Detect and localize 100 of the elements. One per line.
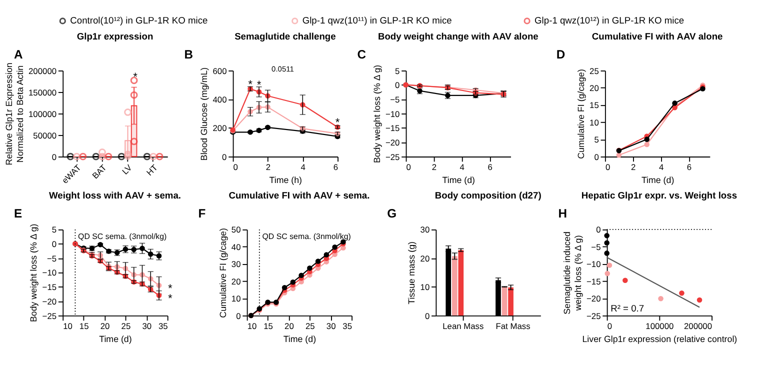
y-axis-title: Relative Glp1r Expression Normalized to Beta Actin <box>4 62 25 166</box>
y-axis-title: Body weight loss (% Δ g) <box>28 224 39 322</box>
x-tick-label: 200000 <box>684 321 712 332</box>
annotation: * <box>168 282 174 295</box>
x-axis-title: Time (d) <box>283 334 316 344</box>
y-tick-label: 30 <box>231 259 242 270</box>
y-tick-label: −15 <box>42 282 57 292</box>
chart-title: Cumulative FI with AAV alone <box>592 32 723 42</box>
y-axis-title: Cumulative FI (g/cage) <box>218 228 228 318</box>
x-axis-title: Time (d) <box>99 334 132 344</box>
y-tick-label: −15 <box>385 123 400 134</box>
y-tick-label: −10 <box>385 108 400 119</box>
y-tick-label: 200000 <box>28 66 57 76</box>
y-tick-label: −25 <box>385 152 400 162</box>
y-tick-label: −20 <box>385 137 400 148</box>
annotation: * <box>335 116 340 129</box>
y-tick-label: 20 <box>420 253 430 264</box>
x-tick-label: 4 <box>300 162 306 172</box>
chart-title: Semaglutide challenge <box>234 32 336 42</box>
annotation: R² = 0.7 <box>610 304 644 314</box>
x-tick-label: 4 <box>460 162 465 172</box>
x-tick-label: 15 <box>264 321 274 332</box>
y-tick-label: 600 <box>212 66 228 76</box>
y-axis-title: Body weight loss (% Δ g) <box>372 64 382 164</box>
y-tick-label: −5 <box>591 242 602 252</box>
x-axis-title: Time (h) <box>269 175 302 186</box>
x-tick-label: 25 <box>305 321 316 332</box>
x-tick-label: 0 <box>605 162 610 172</box>
legend-label: Glp-1 qwz(10¹¹) in GLP-1R KO mice <box>302 16 452 26</box>
x-tick-label: 4 <box>658 162 664 172</box>
x-axis-title: Time (d) <box>641 175 674 186</box>
y-tick-label: 50 <box>231 224 242 235</box>
text: F <box>198 206 206 220</box>
chart-title: Hepatic Glp1r expr. vs. Weight loss <box>581 190 738 201</box>
y-tick-label: −10 <box>42 268 57 278</box>
chart-title: Body weight change with AAV alone <box>378 32 538 42</box>
y-tick-label: 20 <box>231 276 242 286</box>
y-tick-label: −5 <box>46 253 57 264</box>
x-tick-label: 0 <box>406 162 412 172</box>
text: E <box>14 206 22 220</box>
y-axis-title: Blood Glucose (mg/mL) <box>199 67 210 161</box>
text: C <box>357 47 366 62</box>
text: A <box>14 47 24 62</box>
annotation: * <box>133 72 138 84</box>
y-tick-label: 400 <box>212 94 228 104</box>
text: B <box>184 47 194 62</box>
y-tick-label: −5 <box>390 94 400 104</box>
y-tick-label: 25 <box>590 66 600 76</box>
y-tick-label: 0 <box>222 152 228 162</box>
x-tick-label: Fat Mass <box>496 321 530 332</box>
x-tick-label: 6 <box>333 162 338 172</box>
y-tick-label: 5 <box>594 134 600 145</box>
y-tick-label: 10 <box>590 117 600 128</box>
x-tick-label: 30 <box>142 321 152 332</box>
chart-title: Weight loss with AAV + sema. <box>49 190 181 201</box>
x-tick-label: 35 <box>342 321 352 332</box>
text: G <box>387 206 397 220</box>
x-tick-label: 10 <box>63 321 73 332</box>
y-tick-label: 30 <box>420 224 430 235</box>
y-tick-label: 0 <box>236 310 242 321</box>
legend-label: Glp-1 qwz(10¹²) in GLP-1R KO mice <box>534 16 684 26</box>
x-axis-title: Time (d) <box>442 175 476 186</box>
y-tick-label: 5 <box>52 224 57 235</box>
x-tick-label: Lean Mass <box>442 321 484 332</box>
y-tick-label: 20 <box>590 82 600 93</box>
y-tick-label: 200 <box>212 123 228 134</box>
y-axis-title: Semaglutide induced weight loss (% Δ g) <box>562 231 583 314</box>
y-tick-label: −25 <box>586 310 602 321</box>
y-tick-label: 40 <box>231 242 242 252</box>
annotation: * <box>168 292 174 305</box>
legend-label: Control(10¹²) in GLP-1R KO mice <box>70 16 208 26</box>
y-tick-label: 0 <box>52 239 57 250</box>
x-tick-label: 35 <box>158 321 168 332</box>
x-tick-label: 6 <box>686 162 692 172</box>
y-tick-label: −15 <box>586 276 602 286</box>
text: D <box>556 47 566 62</box>
chart-title: Glp1r expression <box>76 32 154 42</box>
y-tick-label: 0 <box>594 152 600 162</box>
y-tick-label: −25 <box>42 310 57 321</box>
y-tick-label: 0 <box>395 80 400 90</box>
y-tick-label: −10 <box>586 259 602 270</box>
y-tick-label: 15 <box>590 100 600 110</box>
x-tick-label: HT <box>144 162 160 178</box>
y-tick-label: 10 <box>420 282 430 292</box>
y-tick-label: 5 <box>395 66 400 76</box>
y-tick-label: −20 <box>42 296 57 306</box>
x-tick-label: 20 <box>100 321 110 332</box>
x-tick-label: 6 <box>488 162 493 172</box>
y-axis-title: Cumulative FI (g/cage) <box>576 69 586 159</box>
text: H <box>558 206 568 220</box>
y-tick-label: 0 <box>424 310 430 321</box>
y-tick-label: 100000 <box>28 108 57 119</box>
y-axis-title: Tissue mass (g) <box>406 242 417 304</box>
x-tick-label: 2 <box>266 162 271 172</box>
x-tick-label: LV <box>120 162 134 176</box>
chart-title: Cumulative FI with AAV + sema. <box>228 190 370 201</box>
chart-title: Body composition (d27) <box>434 190 542 201</box>
x-tick-label: 100000 <box>646 321 674 332</box>
y-tick-label: 150000 <box>28 87 57 98</box>
x-tick-label: 30 <box>326 321 336 332</box>
